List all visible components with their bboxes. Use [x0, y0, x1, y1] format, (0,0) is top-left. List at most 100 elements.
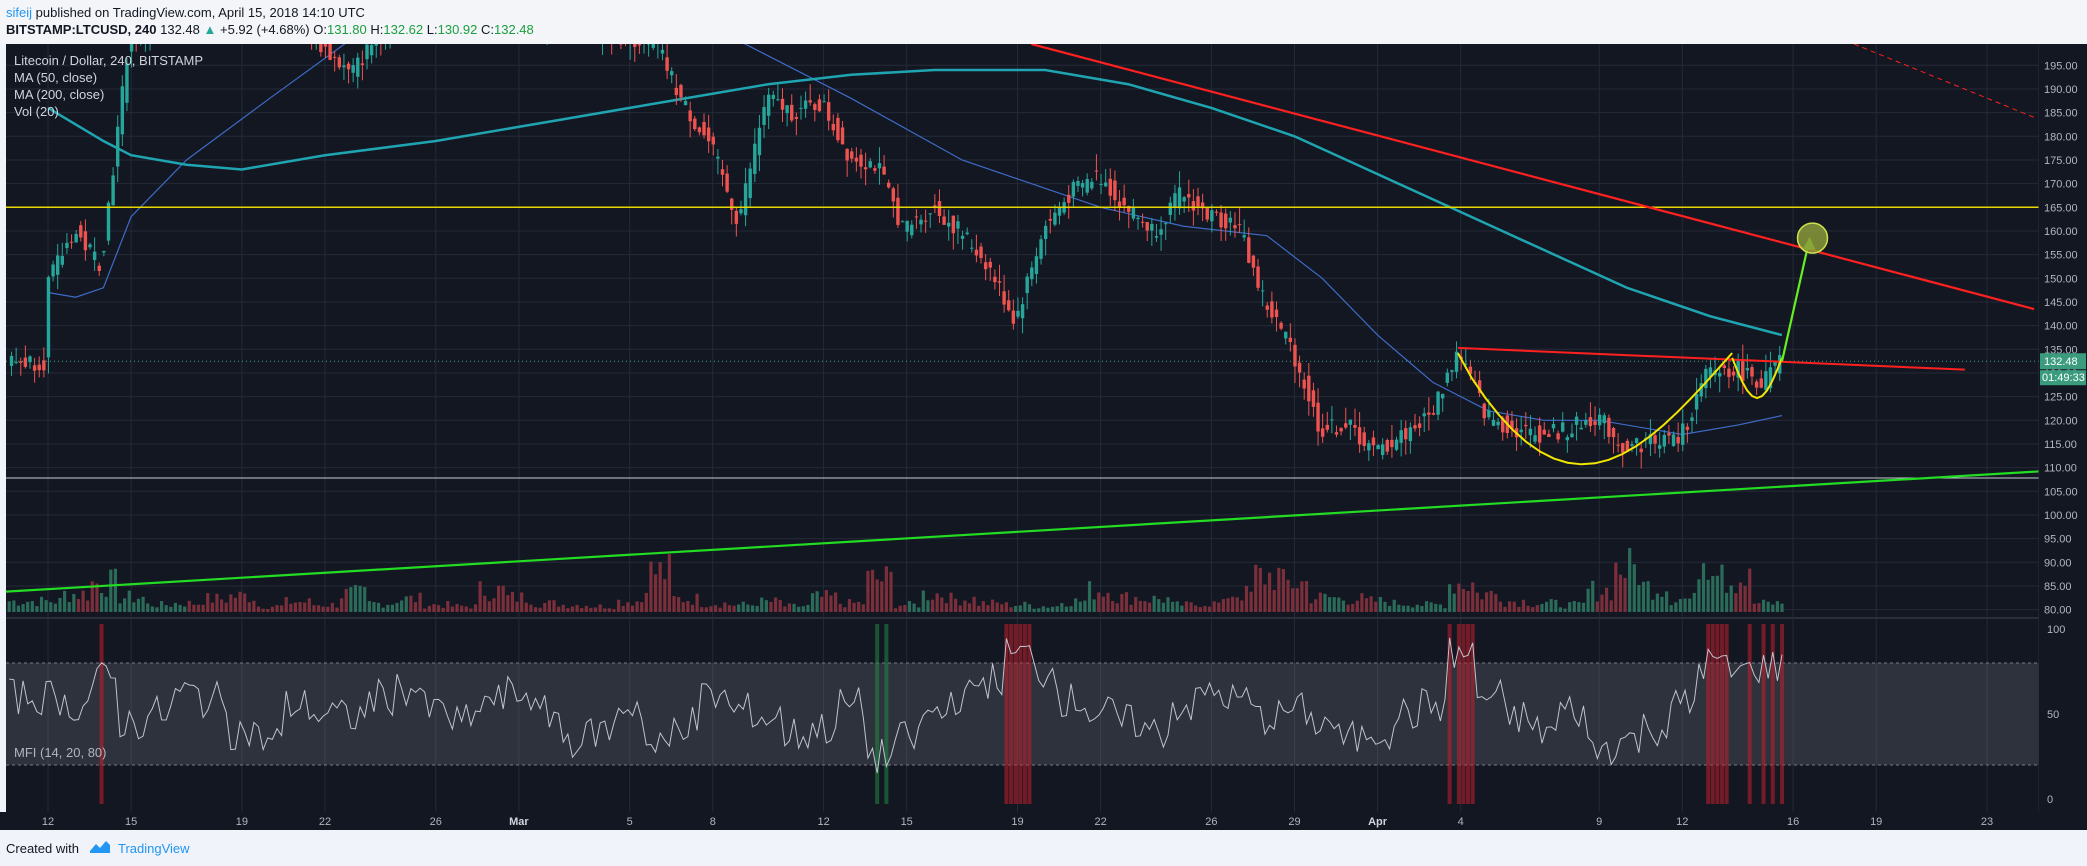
volume-bar	[344, 588, 348, 612]
candle-body	[319, 44, 323, 53]
volume-bar	[132, 602, 136, 612]
volume-bar	[1448, 584, 1452, 612]
volume-bar	[1032, 608, 1036, 612]
volume-bar	[1743, 585, 1747, 612]
volume-bar	[1720, 564, 1724, 612]
volume-bar	[1711, 575, 1715, 612]
neckline	[1457, 346, 1965, 371]
volume-bar	[880, 581, 884, 612]
price-tick-label: 175.00	[2044, 155, 2078, 167]
volume-bar	[861, 604, 865, 612]
volume-bar	[1706, 579, 1710, 612]
candle-body	[679, 84, 683, 98]
change-arrow-icon: ▲	[203, 22, 217, 37]
volume-bar	[104, 596, 108, 612]
volume-bar	[1129, 604, 1133, 612]
volume-bar	[155, 607, 159, 612]
time-tick-label: 19	[1870, 816, 1882, 828]
candle-body	[803, 100, 808, 109]
volume-bar	[538, 607, 542, 612]
volume-bar	[1581, 602, 1586, 612]
mfi-overbought-highlight	[1018, 624, 1023, 804]
volume-bar	[612, 609, 616, 612]
candle-body	[74, 233, 78, 243]
candle-body	[1191, 201, 1196, 211]
candle-body	[365, 44, 369, 60]
volume-bar	[649, 561, 653, 612]
volume-bar	[1120, 594, 1124, 612]
candle-body	[1154, 236, 1159, 238]
candle-body	[351, 65, 355, 73]
candle-body	[1551, 424, 1556, 429]
time-tick-label: 16	[1787, 816, 1799, 828]
candle-body	[1768, 367, 1773, 389]
tradingview-brand-link[interactable]: TradingView	[118, 841, 190, 856]
low-label: L:	[426, 22, 438, 37]
volume-bar	[335, 607, 339, 612]
candle-body	[1602, 415, 1606, 424]
candle-body	[1371, 437, 1376, 446]
time-tick-label: 12	[1676, 816, 1688, 828]
volume-bar	[1295, 588, 1299, 612]
time-tick-label: 15	[901, 816, 913, 828]
volume-bar	[1701, 563, 1706, 612]
candle-body	[1136, 217, 1140, 220]
volume-bar	[1027, 604, 1032, 612]
volume-bar	[884, 566, 888, 612]
mfi-band	[6, 663, 2039, 765]
candle-body	[1625, 440, 1630, 452]
candle-body	[1611, 427, 1616, 438]
candle-body	[1099, 184, 1103, 186]
grid-lines	[6, 44, 2039, 812]
volume-bar	[755, 605, 759, 612]
time-axis-bg	[0, 812, 2087, 830]
countdown-tag	[2040, 370, 2086, 386]
volume-bar	[981, 601, 985, 612]
candle-body	[1436, 391, 1440, 415]
volume-bar	[815, 591, 819, 612]
volume-bar	[1544, 601, 1549, 612]
candle-body	[697, 127, 702, 133]
time-tick-label: 26	[430, 816, 442, 828]
volume-bar	[178, 604, 182, 612]
candle-body	[1667, 433, 1671, 436]
candle-body	[1741, 360, 1745, 381]
volume-bar	[1674, 602, 1678, 612]
volume-bar	[903, 605, 907, 612]
volume-bar	[1766, 601, 1770, 612]
volume-bar	[1212, 601, 1216, 612]
volume-bar	[621, 605, 625, 612]
volume-bar	[1568, 602, 1572, 612]
volume-bar	[63, 590, 67, 612]
volume-bar	[533, 607, 538, 612]
volume-bar	[436, 605, 441, 612]
volume-bar	[834, 592, 838, 612]
volume-bar	[1494, 594, 1498, 612]
author-link[interactable]: sifeij	[6, 5, 33, 20]
volume-bar	[1101, 596, 1105, 612]
volume-bar	[1651, 599, 1655, 612]
candle-body	[1561, 422, 1565, 432]
volume-bar	[1207, 606, 1212, 612]
price-chart[interactable]: 80.00 85.00 90.00 95.00 100.00 105.00 110.00 11…	[0, 44, 2087, 830]
candle-body	[1671, 434, 1676, 446]
mfi-tick-label: 0	[2047, 794, 2053, 806]
volume-bar	[778, 599, 782, 612]
volume-bar	[58, 597, 62, 612]
volume-bar	[1069, 606, 1073, 612]
volume-bar	[1392, 599, 1396, 612]
volume-bar	[1000, 604, 1004, 612]
volume-bar	[72, 593, 76, 612]
volume-bar	[967, 603, 972, 612]
chart-area[interactable]: 80.00 85.00 90.00 95.00 100.00 105.00 110.00 11…	[0, 44, 2087, 835]
candle-body	[836, 117, 840, 141]
candle-body	[923, 220, 928, 222]
current-price-tag-label: 132.48	[2044, 356, 2078, 368]
volume-bar	[1369, 596, 1373, 612]
volume-bar	[233, 597, 238, 612]
volume-bar	[450, 606, 455, 612]
candle-body	[1288, 337, 1293, 343]
volume-bar	[1388, 605, 1392, 612]
published-text: published on TradingView.com, April 15, …	[32, 5, 365, 20]
candle-body	[1320, 428, 1325, 437]
